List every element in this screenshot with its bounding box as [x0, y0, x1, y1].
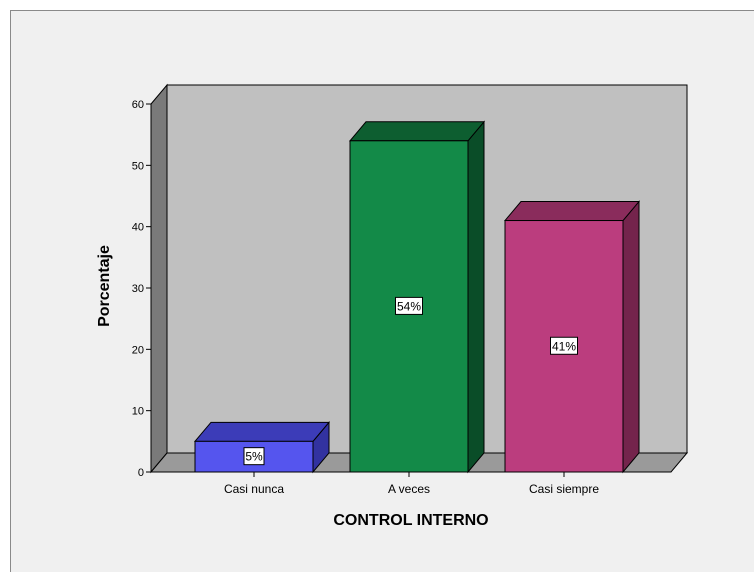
data-label-box: [550, 336, 578, 355]
y-tick-label: 30: [132, 283, 144, 295]
data-label: 5%: [245, 450, 263, 464]
bar-1: 5%: [193, 420, 331, 474]
y-tick-label: 0: [138, 467, 144, 479]
data-label-box: [243, 447, 265, 466]
data-label: 41%: [552, 339, 576, 353]
x-axis-title: CONTROL INTERNO: [333, 512, 488, 529]
bar-side-face: [622, 200, 640, 474]
x-axis: Casi nunca A veces Casi siempre: [151, 471, 671, 496]
bar-chart: 0 10 20 30 40 50 60 5% 54% 41% Casi nunca A veces…: [96, 83, 689, 529]
bars: 5% 54% 41%: [193, 120, 641, 474]
x-tick-label: Casi siempre: [529, 482, 599, 496]
plot-side-wall: [150, 83, 168, 474]
y-tick-label: 60: [132, 99, 144, 111]
bar-3: 41%: [503, 200, 641, 474]
data-label: 54%: [397, 299, 421, 313]
x-tick-label: A veces: [388, 482, 430, 496]
y-axis-title: Porcentaje: [96, 245, 113, 327]
bar-top-face: [348, 121, 486, 142]
bar-top-face: [193, 421, 331, 442]
data-label-box: [395, 296, 423, 315]
y-tick-label: 20: [132, 344, 144, 356]
bar-side-face: [467, 120, 485, 474]
y-tick-label: 50: [132, 160, 144, 172]
y-tick-label: 40: [132, 222, 144, 234]
bar-top-face: [503, 201, 641, 222]
bar-2: 54%: [348, 120, 486, 474]
x-tick-label: Casi nunca: [224, 482, 284, 496]
y-axis: 0 10 20 30 40 50 60: [132, 99, 152, 479]
chart-frame: 0 10 20 30 40 50 60 5% 54% 41% Casi nunca A veces…: [10, 10, 754, 572]
y-tick-label: 10: [132, 406, 144, 418]
